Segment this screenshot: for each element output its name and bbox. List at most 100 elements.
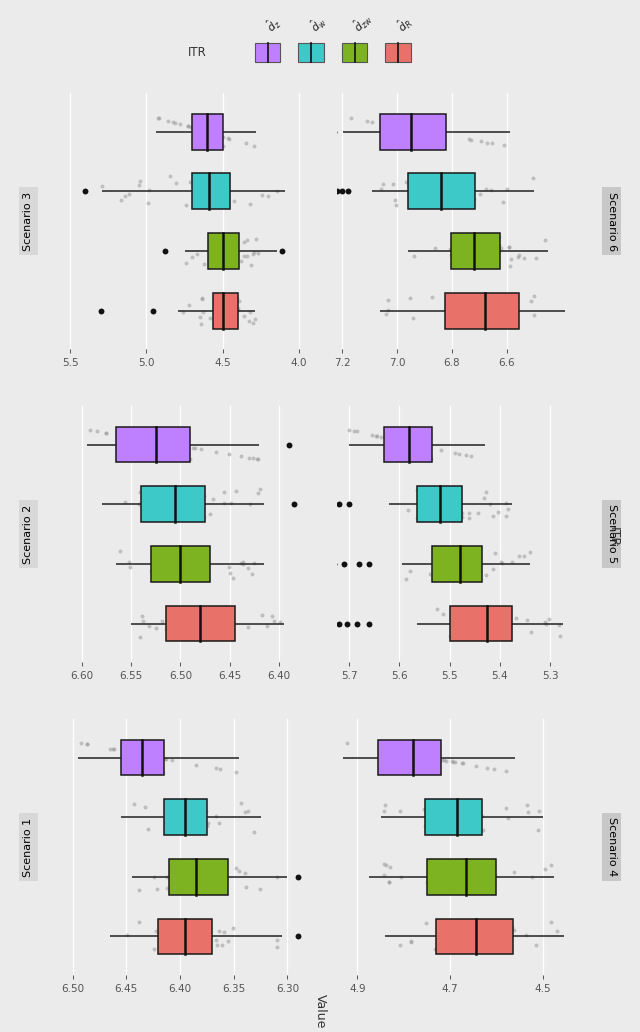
- Point: [473, 235, 483, 252]
- Point: [177, 879, 187, 896]
- Point: [144, 501, 154, 517]
- Point: [334, 496, 344, 513]
- Point: [166, 616, 176, 633]
- Point: [430, 240, 440, 257]
- Point: [211, 131, 221, 148]
- Point: [159, 243, 170, 259]
- Point: [205, 866, 216, 882]
- Point: [438, 606, 448, 622]
- Point: [238, 554, 248, 571]
- Point: [480, 245, 490, 261]
- Point: [435, 801, 445, 817]
- Point: [465, 548, 476, 565]
- Point: [506, 918, 516, 935]
- Point: [487, 299, 497, 316]
- Point: [195, 489, 205, 506]
- Point: [218, 174, 228, 191]
- Point: [462, 309, 472, 325]
- Point: [192, 821, 202, 838]
- Point: [267, 608, 277, 624]
- Point: [453, 617, 463, 634]
- Point: [364, 615, 374, 632]
- Point: [433, 192, 443, 208]
- Point: [412, 125, 422, 141]
- Point: [426, 749, 436, 766]
- Point: [362, 112, 372, 129]
- Point: [463, 179, 474, 195]
- Point: [452, 623, 462, 640]
- Point: [486, 879, 496, 896]
- Point: [381, 111, 391, 128]
- Point: [460, 937, 470, 954]
- Point: [485, 615, 495, 632]
- Point: [216, 310, 226, 326]
- Point: [142, 752, 152, 769]
- Point: [173, 482, 184, 498]
- Point: [411, 125, 421, 141]
- Point: [461, 447, 471, 463]
- Point: [216, 190, 226, 206]
- Point: [230, 257, 240, 273]
- Point: [324, 496, 334, 513]
- Point: [145, 436, 156, 452]
- Point: [146, 562, 156, 579]
- Point: [421, 804, 431, 820]
- Point: [229, 193, 239, 209]
- Point: [220, 172, 230, 189]
- Point: [205, 310, 216, 326]
- Point: [399, 120, 409, 136]
- Point: [460, 810, 470, 827]
- Point: [202, 926, 212, 942]
- Point: [499, 137, 509, 154]
- Point: [163, 819, 173, 836]
- Point: [397, 119, 408, 135]
- Point: [214, 235, 225, 252]
- Point: [136, 608, 147, 624]
- Point: [473, 256, 483, 272]
- Point: [155, 434, 165, 451]
- Point: [257, 187, 267, 203]
- Point: [457, 509, 467, 525]
- Point: [180, 548, 190, 565]
- Point: [180, 439, 190, 455]
- Text: $\hat{d}_z$: $\hat{d}_z$: [262, 13, 285, 36]
- Text: Scenario 5: Scenario 5: [607, 505, 617, 563]
- Point: [420, 757, 431, 774]
- Point: [246, 257, 256, 273]
- Point: [214, 299, 225, 316]
- Point: [344, 496, 354, 513]
- Point: [420, 129, 431, 146]
- Point: [405, 749, 415, 766]
- Point: [438, 543, 449, 559]
- Point: [493, 603, 503, 619]
- Point: [191, 756, 202, 773]
- Point: [422, 808, 433, 825]
- Point: [155, 762, 165, 778]
- Point: [474, 797, 484, 813]
- Point: [188, 870, 198, 886]
- Point: [468, 617, 478, 634]
- Point: [134, 173, 145, 190]
- Point: [376, 428, 386, 445]
- Point: [241, 865, 251, 881]
- Point: [403, 437, 413, 453]
- Point: [421, 439, 431, 455]
- Point: [185, 173, 195, 190]
- Point: [420, 508, 431, 524]
- Point: [500, 763, 511, 779]
- Point: [513, 548, 524, 565]
- Point: [175, 927, 185, 943]
- Point: [207, 865, 218, 881]
- Point: [191, 172, 202, 189]
- Point: [463, 862, 474, 878]
- Point: [500, 926, 510, 942]
- Point: [223, 932, 233, 948]
- Point: [428, 179, 438, 195]
- Point: [221, 606, 231, 622]
- Bar: [417, 486, 462, 522]
- Point: [143, 434, 153, 451]
- Point: [134, 747, 145, 764]
- Point: [378, 175, 388, 192]
- Point: [249, 244, 259, 260]
- Point: [217, 292, 227, 309]
